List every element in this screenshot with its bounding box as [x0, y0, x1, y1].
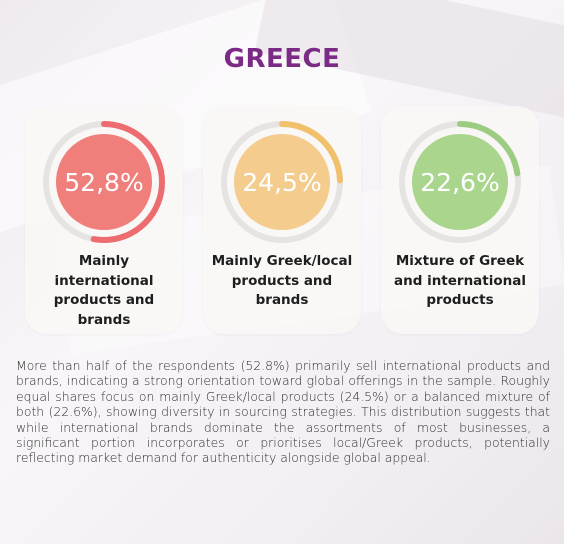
stat-cards: 52,8% Mainly international products and …: [25, 106, 539, 334]
inner-fill: [56, 134, 152, 230]
stat-card-international: 52,8% Mainly international products and …: [25, 106, 183, 334]
donut-chart-mixture: 22,6%: [399, 121, 521, 243]
category-label: Mainly Greek/local products and brands: [211, 253, 353, 308]
category-label: Mixture of Greek and international produ…: [393, 253, 526, 308]
donut-chart-international: 52,8%: [43, 121, 165, 243]
ring-value: [43, 121, 165, 243]
ring-value: [399, 121, 521, 243]
percentage-label: 22,6%: [420, 168, 499, 197]
stat-card-mixture: 22,6% Mixture of Greek and international…: [381, 106, 539, 334]
inner-fill: [234, 134, 330, 230]
ring-value: [221, 121, 343, 243]
inner-fill: [412, 134, 508, 230]
stat-card-greek-local: 24,5% Mainly Greek/local products and br…: [203, 106, 361, 334]
category-label: Mainly international products and brands: [53, 253, 155, 328]
description-text: More than half of the respondents (52.8%…: [16, 358, 550, 466]
percentage-label: 52,8%: [64, 168, 143, 197]
page-title: GREECE: [223, 44, 341, 74]
percentage-label: 24,5%: [242, 168, 321, 197]
donut-chart-greek-local: 24,5%: [221, 121, 343, 243]
